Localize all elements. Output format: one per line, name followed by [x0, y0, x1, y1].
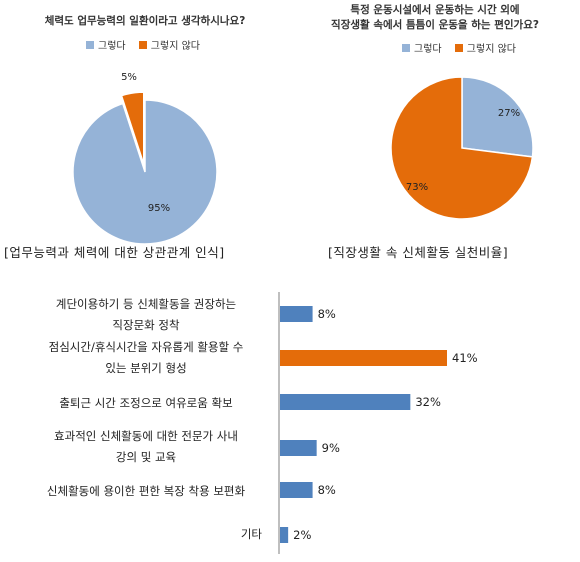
legend-swatch-orange — [138, 40, 147, 49]
pie-chart-work-ability: 체력도 업무능력의 일환이라고 생각하시나요? 그렇다 그렇지 않다 95% 5%… — [0, 0, 290, 270]
bar-category-label: 기타 — [132, 524, 262, 545]
pie2-title-line2: 직장생활 속에서 틈틈이 운동을 하는 편인가요? — [331, 19, 539, 31]
pie2-data-label: 73% — [406, 182, 428, 193]
bar — [280, 350, 447, 366]
pie1-data-label: 95% — [148, 203, 170, 214]
legend-item-no: 그렇지 않다 — [454, 40, 516, 55]
bar-data-label: 41% — [452, 351, 478, 365]
bar-category-line: 계단이용하기 등 신체활동을 권장하는 — [55, 297, 237, 311]
pie1-slice-yes — [72, 99, 218, 245]
pie2-slice-yes — [461, 76, 534, 158]
legend-item-yes: 그렇다 — [402, 40, 442, 55]
bar-category-line: 있는 분위기 형성 — [105, 361, 187, 375]
legend-label: 그렇다 — [98, 41, 126, 52]
pie1-slice-no — [120, 91, 145, 165]
bar-category-label: 효과적인 신체활동에 대한 전문가 사내 강의 및 교육 — [22, 426, 270, 468]
legend-label: 그렇지 않다 — [150, 41, 200, 52]
bar-category-label: 신체활동에 용이한 편한 복장 착용 보편화 — [22, 481, 270, 502]
pie1-title: 체력도 업무능력의 일환이라고 생각하시나요? — [44, 15, 246, 27]
bar-data-label: 32% — [415, 395, 441, 409]
bar — [280, 527, 289, 543]
pie2-legend: 그렇다 그렇지 않다 — [402, 40, 526, 55]
pie2-data-label: 27% — [498, 108, 520, 119]
bar-category-label: 점심시간/휴식시간을 자유롭게 활용할 수 있는 분위기 형성 — [22, 337, 270, 379]
bar — [280, 306, 313, 322]
pie2-svg: 27% 73% — [390, 76, 534, 220]
pie1-data-label: 5% — [121, 72, 137, 83]
bar-category-line: 직장문화 정착 — [112, 318, 180, 332]
bar-category-line: 신체활동에 용이한 편한 복장 착용 보편화 — [46, 484, 246, 498]
bar-data-label: 2% — [293, 528, 311, 542]
bar-category-line: 효과적인 신체활동에 대한 전문가 사내 — [54, 429, 238, 443]
pie2-caption: [직장생활 속 신체활동 실천비율] — [328, 245, 509, 260]
pie1-caption: [업무능력과 체력에 대한 상관관계 인식] — [4, 245, 225, 260]
legend-swatch-orange — [454, 43, 463, 52]
bar-category-line: 기타 — [240, 527, 262, 541]
bar-chart-activity-factors: 계단이용하기 등 신체활동을 권장하는 직장문화 정착 점심시간/휴식시간을 자… — [0, 282, 580, 562]
legend-swatch-blue — [402, 43, 410, 52]
pie1-svg: 95% 5% — [72, 72, 218, 245]
bar-svg: 8% 41% 32% 9% 8% 2% — [278, 292, 478, 554]
bar-category-label: 계단이용하기 등 신체활동을 권장하는 직장문화 정착 — [22, 294, 270, 336]
legend-item-no: 그렇지 않다 — [138, 37, 200, 52]
bar — [280, 482, 313, 498]
pie2-slice-no — [390, 76, 534, 220]
legend-swatch-blue — [86, 40, 94, 49]
bar — [280, 394, 411, 410]
pie-chart-activity-rate: 특정 운동시설에서 운동하는 시간 외에 직장생활 속에서 틈틈이 운동을 하는… — [290, 0, 580, 270]
bar-category-line: 강의 및 교육 — [115, 450, 177, 464]
pie2-title-line1: 특정 운동시설에서 운동하는 시간 외에 — [350, 4, 520, 16]
bar-data-label: 9% — [322, 441, 340, 455]
bar — [280, 440, 317, 456]
legend-item-yes: 그렇다 — [86, 37, 126, 52]
bar-category-line: 점심시간/휴식시간을 자유롭게 활용할 수 — [48, 340, 244, 354]
bar-data-label: 8% — [318, 483, 336, 497]
bar-category-label: 출퇴근 시간 조정으로 여유로움 확보 — [22, 393, 270, 414]
bar-category-line: 출퇴근 시간 조정으로 여유로움 확보 — [59, 396, 233, 410]
bar-data-label: 8% — [318, 307, 336, 321]
pie1-legend: 그렇다 그렇지 않다 — [86, 37, 210, 52]
legend-label: 그렇다 — [414, 44, 442, 55]
legend-label: 그렇지 않다 — [466, 44, 516, 55]
pie2-title: 특정 운동시설에서 운동하는 시간 외에 직장생활 속에서 틈틈이 운동을 하는… — [290, 3, 580, 33]
